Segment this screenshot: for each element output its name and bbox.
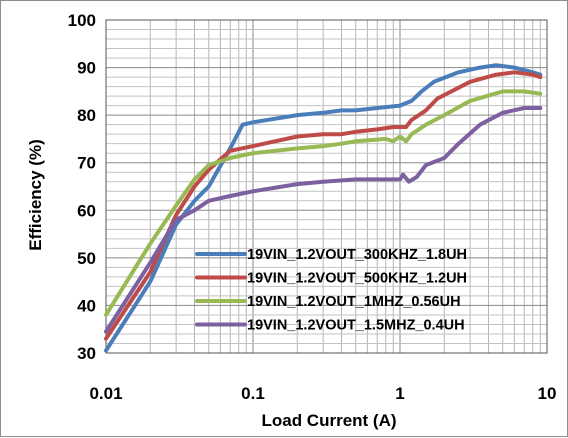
x-tick-label: 1 xyxy=(395,384,404,403)
x-tick-label: 10 xyxy=(538,384,557,403)
y-tick-label: 80 xyxy=(77,106,96,125)
x-tick-labels: 0.01 0.1 1 10 xyxy=(89,384,556,403)
legend-label: 19VIN_1.2VOUT_500KHZ_1.2UH xyxy=(247,271,467,287)
y-tick-label: 50 xyxy=(77,249,96,268)
series-line xyxy=(104,70,543,341)
x-tick-label: 0.01 xyxy=(89,384,122,403)
y-tick-label: 100 xyxy=(68,11,96,30)
series-line xyxy=(104,63,543,353)
legend: 19VIN_1.2VOUT_300KHZ_1.8UH 19VIN_1.2VOUT_… xyxy=(195,247,467,334)
y-tick-label: 90 xyxy=(77,59,96,78)
y-tick-label: 60 xyxy=(77,201,96,220)
y-tick-label: 30 xyxy=(77,344,96,363)
y-tick-label: 40 xyxy=(77,296,96,315)
legend-label: 19VIN_1.2VOUT_300KHZ_1.8UH xyxy=(247,247,467,263)
legend-label: 19VIN_1.2VOUT_1.5MHZ_0.4UH xyxy=(247,318,465,334)
series-line xyxy=(104,106,543,334)
series-line xyxy=(104,89,543,317)
grid-lines xyxy=(105,19,547,354)
y-axis-title: Efficiency (%) xyxy=(26,139,45,250)
y-tick-labels: 30 40 50 60 70 80 90 100 xyxy=(68,11,96,363)
x-axis-title: Load Current (A) xyxy=(261,411,396,430)
x-tick-label: 0.1 xyxy=(241,384,265,403)
series-lines xyxy=(104,63,543,353)
plot-area xyxy=(105,19,548,354)
y-tick-label: 70 xyxy=(77,154,96,173)
legend-label: 19VIN_1.2VOUT_1MHZ_0.56UH xyxy=(247,294,461,310)
